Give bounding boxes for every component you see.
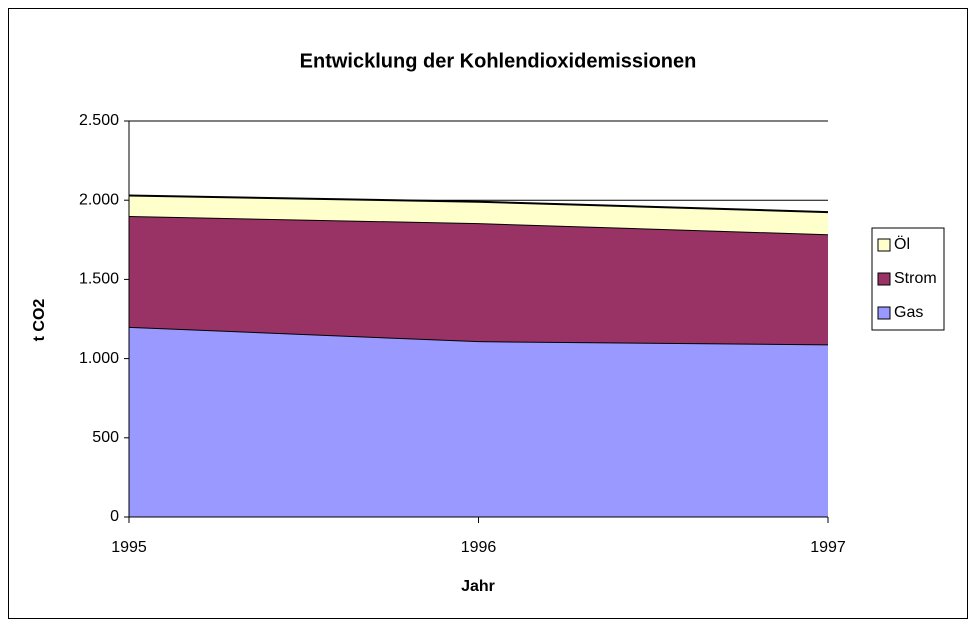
x-tick-label: 1996 xyxy=(461,539,497,556)
x-tick-label: 1995 xyxy=(111,539,147,556)
area xyxy=(129,195,828,235)
legend-swatch xyxy=(877,306,891,320)
legend-swatch xyxy=(877,238,891,252)
legend-label: Gas xyxy=(894,304,923,321)
area xyxy=(129,216,828,345)
y-tick-label: 2.500 xyxy=(79,112,119,129)
x-axis-label: Jahr xyxy=(461,578,495,595)
y-tick-label: 1.000 xyxy=(79,350,119,367)
legend-label: Öl xyxy=(894,235,910,253)
x-tick-label: 1997 xyxy=(810,539,846,556)
y-tick-label: 2.000 xyxy=(79,191,119,208)
y-tick-label: 500 xyxy=(92,429,119,446)
y-tick-label: 1.500 xyxy=(79,271,119,288)
legend-swatch xyxy=(877,272,891,286)
legend-label: Strom xyxy=(894,270,937,287)
chart-title: Entwicklung der Kohlendioxidemissionen xyxy=(300,50,697,72)
y-tick-label: 0 xyxy=(110,508,119,525)
area-edge xyxy=(128,194,829,214)
y-axis-label: t CO2 xyxy=(31,299,48,342)
area xyxy=(129,326,828,517)
